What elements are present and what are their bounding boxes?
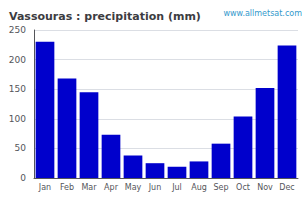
svg-text:250: 250 bbox=[9, 25, 26, 35]
svg-text:50: 50 bbox=[15, 143, 27, 153]
svg-text:Vassouras : precipitation (mm): Vassouras : precipitation (mm) bbox=[9, 10, 201, 23]
svg-text:150: 150 bbox=[9, 84, 26, 94]
svg-text:Jun: Jun bbox=[148, 183, 162, 192]
svg-text:Sep: Sep bbox=[213, 183, 228, 192]
svg-text:Aug: Aug bbox=[191, 183, 207, 192]
svg-text:www.allmetsat.com: www.allmetsat.com bbox=[224, 9, 303, 18]
svg-text:0: 0 bbox=[20, 173, 26, 183]
svg-text:Apr: Apr bbox=[104, 183, 119, 192]
svg-text:100: 100 bbox=[9, 114, 26, 124]
svg-text:200: 200 bbox=[9, 55, 26, 65]
svg-text:Oct: Oct bbox=[236, 183, 250, 192]
svg-text:Feb: Feb bbox=[60, 183, 74, 192]
svg-text:Dec: Dec bbox=[279, 183, 294, 192]
svg-text:Mar: Mar bbox=[81, 183, 97, 192]
svg-text:Jul: Jul bbox=[171, 183, 182, 192]
svg-text:May: May bbox=[125, 183, 142, 192]
svg-text:Jan: Jan bbox=[38, 183, 51, 192]
svg-text:Nov: Nov bbox=[257, 183, 273, 192]
